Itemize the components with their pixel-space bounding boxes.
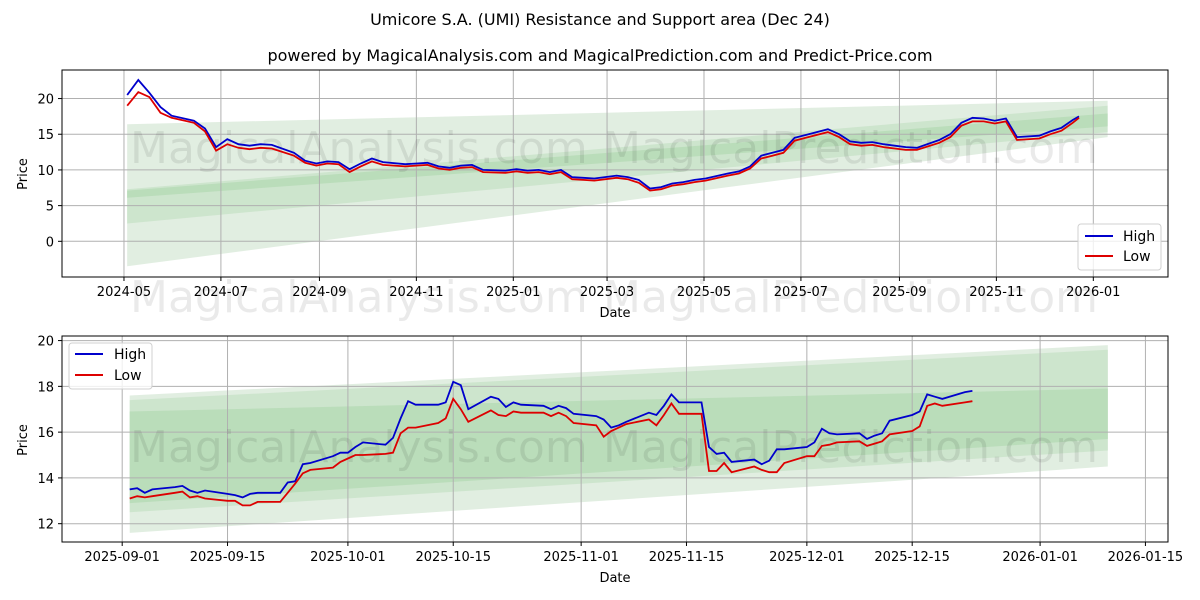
x-tick-label: 2025-11 [969, 285, 1023, 300]
top-high-line [126, 78, 1080, 190]
top-chart: MagicalAnalysis.com MagicalPrediction.co… [16, 69, 1169, 321]
y-tick-label: 10 [37, 164, 54, 179]
bottom-low-line [129, 397, 973, 507]
top-legend: High Low [1077, 223, 1162, 271]
x-tick-label: 2024-09 [292, 285, 346, 300]
y-tick-label: 20 [37, 93, 54, 108]
bottom-high-line [129, 380, 973, 499]
y-tick-label: 14 [37, 472, 54, 487]
band-inner [129, 388, 1108, 504]
y-tick-label: 16 [37, 426, 54, 441]
x-tick-label: 2025-11-01 [543, 550, 619, 565]
bottom-grid [62, 336, 1168, 542]
watermark-prediction-middle: MagicalPrediction.com [603, 272, 1098, 323]
y-tick-label: 5 [46, 200, 54, 215]
legend-low-label-bottom: Low [114, 368, 142, 384]
y-tick-label: 20 [37, 335, 54, 350]
x-tick-label: 2024-07 [194, 285, 248, 300]
legend-high-label: High [1123, 229, 1155, 245]
top-ticks: 2024-05 2024-07 2024-09 2024-11 2025-01 2025-… [37, 93, 1120, 300]
x-tick-label: 2025-10-01 [310, 550, 386, 565]
x-tick-label: 2025-09-15 [190, 550, 266, 565]
x-tick-label: 2025-12-01 [769, 550, 845, 565]
x-tick-label: 2025-03 [580, 285, 634, 300]
x-tick-label: 2026-01-15 [1108, 550, 1184, 565]
watermark-prediction-bottom: MagicalPrediction.com [603, 422, 1098, 473]
watermark-prediction-top: MagicalPrediction.com [603, 123, 1098, 174]
legend-low-label: Low [1123, 249, 1151, 265]
top-x-axis-label: Date [599, 306, 630, 321]
x-tick-label: 2024-05 [97, 285, 151, 300]
x-tick-label: 2026-01-01 [1002, 550, 1078, 565]
x-tick-label: 2025-11-15 [649, 550, 725, 565]
watermark-analysis-bottom: MagicalAnalysis.com [130, 422, 588, 473]
x-tick-label: 2025-10-15 [415, 550, 491, 565]
top-axes-frame [61, 69, 1169, 278]
bottom-axes-frame [61, 335, 1169, 543]
bottom-x-axis-label: Date [599, 571, 630, 586]
bottom-ticks: 2025-09-01 2025-09-15 2025-10-01 2025-10-15… [37, 335, 1183, 565]
x-tick-label: 2026-01 [1066, 285, 1120, 300]
x-tick-label: 2024-11 [389, 285, 443, 300]
bottom-y-axis-label: Price [16, 424, 31, 456]
y-tick-label: 0 [46, 235, 54, 250]
chart-title: Umicore S.A. (UMI) Resistance and Suppor… [370, 10, 830, 29]
y-tick-label: 12 [37, 518, 54, 533]
bottom-chart: MagicalAnalysis.com MagicalPrediction.co… [16, 272, 1183, 586]
bottom-legend: High Low [68, 342, 153, 390]
top-low-line [126, 90, 1080, 192]
y-tick-label: 18 [37, 380, 54, 395]
x-tick-label: 2025-05 [677, 285, 731, 300]
bottom-support-resistance-bands [129, 345, 1108, 533]
legend-high-label-bottom: High [114, 347, 146, 363]
top-y-axis-label: Price [16, 158, 31, 190]
x-tick-label: 2025-09-01 [84, 550, 160, 565]
x-tick-label: 2025-07 [774, 285, 828, 300]
watermark-analysis-middle: MagicalAnalysis.com [130, 272, 588, 323]
x-tick-label: 2025-09 [872, 285, 926, 300]
y-tick-label: 15 [37, 128, 54, 143]
x-tick-label: 2025-01 [486, 285, 540, 300]
chart-subtitle: powered by MagicalAnalysis.com and Magic… [267, 46, 933, 65]
x-tick-label: 2025-12-15 [874, 550, 950, 565]
